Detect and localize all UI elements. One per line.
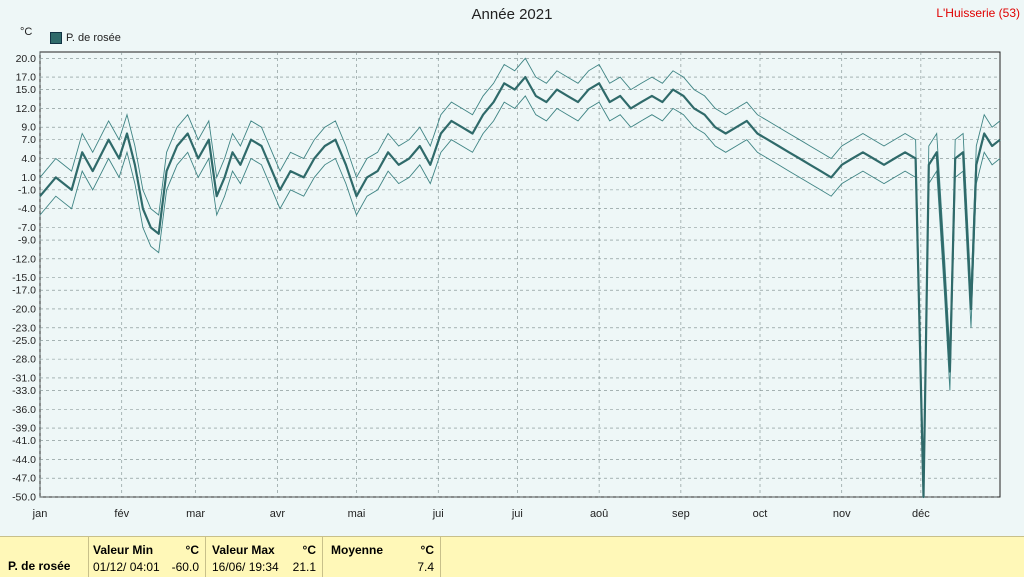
legend-label: P. de rosée xyxy=(66,32,121,44)
min-value: -60.0 xyxy=(171,560,199,574)
y-tick-label: 1.0 xyxy=(21,172,36,184)
y-tick-label: 15.0 xyxy=(16,84,37,96)
y-tick-label: 20.0 xyxy=(16,53,37,65)
y-tick-label: 9.0 xyxy=(21,122,36,134)
series-line-dewpoint xyxy=(39,76,1001,499)
y-tick-label: -4.0 xyxy=(18,203,36,215)
y-tick-label: -36.0 xyxy=(12,404,36,416)
max-cell: Valeur Max °C 16/06/ 19:34 21.1 xyxy=(206,537,323,577)
max-unit: °C xyxy=(302,543,316,557)
y-tick-label: -9.0 xyxy=(18,235,36,247)
dewpoint-chart: 20.0 17.015.0 12.0 9.07.0 4.0 1.0-1.0 -4.0 -7.0… xyxy=(12,51,1001,520)
legend-swatch xyxy=(50,32,62,44)
y-tick-label: -7.0 xyxy=(18,222,36,234)
y-tick-label: -33.0 xyxy=(12,385,36,397)
x-tick-label: jan xyxy=(32,508,48,520)
y-axis-unit: °C xyxy=(20,26,33,38)
x-tick-label: mai xyxy=(348,508,366,520)
y-tick-label: -50.0 xyxy=(12,492,36,504)
legend: P. de rosée xyxy=(50,32,121,44)
y-tick-label: -25.0 xyxy=(12,335,36,347)
series-upper-envelope xyxy=(39,57,1001,479)
y-tick-label: -12.0 xyxy=(12,253,36,265)
y-tick-label: 7.0 xyxy=(21,134,36,146)
chart-title: Année 2021 xyxy=(471,6,553,23)
min-cell: Valeur Min °C 01/12/ 04:01 -60.0 xyxy=(89,537,206,577)
y-tick-label: -23.0 xyxy=(12,322,36,334)
y-tick-label: -15.0 xyxy=(12,272,36,284)
mean-unit: °C xyxy=(420,543,434,557)
max-header: Valeur Max xyxy=(212,543,275,557)
x-tick-label: oct xyxy=(753,508,768,520)
y-tick-label: -20.0 xyxy=(12,303,36,315)
y-tick-label: 12.0 xyxy=(16,103,37,115)
y-tick-label: -41.0 xyxy=(12,435,36,447)
y-tick-label: -17.0 xyxy=(12,285,36,297)
y-tick-label: -44.0 xyxy=(12,454,36,466)
y-tick-label: 17.0 xyxy=(16,72,37,84)
min-header: Valeur Min xyxy=(93,543,154,557)
series-lower-envelope xyxy=(39,95,1001,498)
mean-value: 7.4 xyxy=(417,560,434,574)
max-value: 21.1 xyxy=(292,560,316,574)
min-date: 01/12/ 04:01 xyxy=(93,560,160,574)
y-tick-label: -28.0 xyxy=(12,354,36,366)
y-tick-label: -1.0 xyxy=(18,184,36,196)
max-date: 16/06/ 19:34 xyxy=(212,560,279,574)
station-location: L'Huisserie (53) xyxy=(936,6,1020,20)
mean-header: Moyenne xyxy=(331,543,384,557)
x-tick-label: jui xyxy=(432,508,444,520)
stats-table: P. de rosée Valeur Min °C 01/12/ 04:01 -… xyxy=(0,536,1024,577)
x-tick-label: mar xyxy=(186,508,205,520)
y-tick-label: -31.0 xyxy=(12,372,36,384)
y-tick-label: 4.0 xyxy=(21,153,36,165)
x-tick-label: fév xyxy=(114,508,129,520)
x-tick-label: nov xyxy=(833,508,851,520)
y-tick-label: -47.0 xyxy=(12,473,36,485)
x-tick-label: déc xyxy=(912,508,930,520)
stats-row-label-cell: P. de rosée xyxy=(0,537,89,577)
y-tick-label: -39.0 xyxy=(12,423,36,435)
x-tick-label: sep xyxy=(672,508,690,520)
x-tick-label: aoû xyxy=(590,508,608,520)
mean-cell: Moyenne °C 7.4 xyxy=(323,537,441,577)
x-tick-label: jui xyxy=(511,508,523,520)
x-tick-label: avr xyxy=(270,508,286,520)
min-unit: °C xyxy=(185,543,199,557)
stats-row-label: P. de rosée xyxy=(8,559,71,573)
